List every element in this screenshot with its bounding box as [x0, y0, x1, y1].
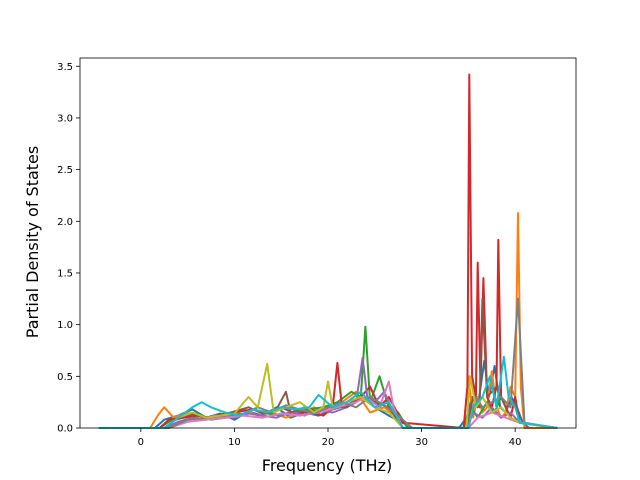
y-tick-label: 3.0: [57, 113, 73, 124]
y-tick-label: 0.5: [57, 372, 73, 383]
x-tick-label: 30: [415, 437, 428, 448]
x-tick-label: 10: [228, 437, 241, 448]
series-line-9: [98, 355, 558, 429]
x-tick-label: 0: [138, 437, 144, 448]
y-tick-label: 1.5: [57, 268, 73, 279]
x-tick-label: 20: [322, 437, 335, 448]
y-tick-label: 0.0: [57, 424, 73, 435]
series-line-3: [98, 73, 558, 429]
y-tick-label: 2.5: [57, 165, 73, 176]
axes-frame: [79, 57, 577, 429]
x-axis-ticks: 0 10 20 30 40: [138, 428, 522, 448]
plot-area: [98, 73, 558, 429]
y-axis-label: Partial Density of States: [23, 146, 42, 338]
y-axis-ticks: 0.0 0.5 1.0 1.5 2.0 2.5 3.0 3.5: [57, 62, 80, 435]
x-axis-label: Frequency (THz): [262, 456, 392, 475]
y-tick-label: 2.0: [57, 217, 73, 228]
y-tick-label: 1.0: [57, 320, 73, 331]
y-tick-label: 3.5: [57, 62, 73, 73]
x-tick-label: 40: [509, 437, 522, 448]
series-line-6: [98, 380, 558, 429]
